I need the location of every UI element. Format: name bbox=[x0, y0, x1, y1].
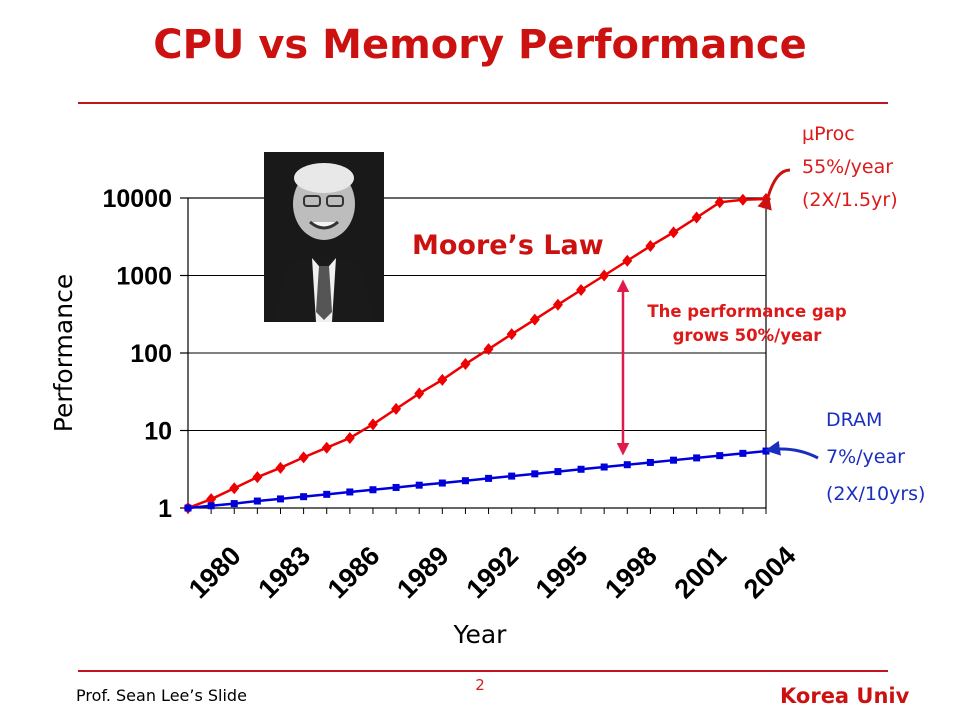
uproc-point bbox=[437, 373, 448, 386]
dram-point bbox=[207, 502, 215, 510]
y-tick-label: 100 bbox=[130, 340, 172, 368]
dram-point bbox=[230, 500, 238, 508]
footer-credit: Prof. Sean Lee’s Slide bbox=[76, 686, 247, 705]
dram-point bbox=[346, 488, 354, 496]
uproc-point bbox=[599, 269, 610, 282]
uproc-name: µProc bbox=[802, 123, 855, 145]
uproc-doubling: (2X/1.5yr) bbox=[802, 189, 898, 211]
dram-point bbox=[415, 481, 423, 489]
dram-point bbox=[369, 486, 377, 494]
bottom-divider bbox=[78, 670, 888, 672]
uproc-point bbox=[460, 358, 471, 371]
dram-point bbox=[670, 456, 678, 464]
uproc-point bbox=[391, 402, 402, 415]
performance-gap-note: The performance gap grows 50%/year bbox=[622, 300, 872, 348]
x-tick-label: 1995 bbox=[530, 541, 594, 605]
dram-point bbox=[577, 465, 585, 473]
uproc-point bbox=[252, 471, 263, 484]
x-tick-label: 2001 bbox=[669, 541, 733, 605]
dram-point bbox=[438, 479, 446, 487]
uproc-point bbox=[298, 451, 309, 464]
uproc-point bbox=[229, 482, 240, 495]
footer-institution: Korea Univ bbox=[780, 684, 910, 708]
x-ticks: 1980 1983 1986 1989 1992 1995 1998 2001 2004 bbox=[183, 508, 802, 604]
uproc-point bbox=[506, 328, 517, 341]
dram-callout: DRAM 7%/year (2X/10yrs) bbox=[826, 402, 925, 513]
dram-point bbox=[461, 477, 469, 485]
uproc-point bbox=[737, 193, 748, 206]
dram-point bbox=[300, 493, 308, 501]
uproc-point bbox=[275, 461, 286, 474]
series-layer bbox=[183, 193, 771, 514]
uproc-rate: 55%/year bbox=[802, 156, 894, 178]
dram-point bbox=[392, 483, 400, 491]
dram-callout-arrow bbox=[765, 440, 819, 460]
uproc-point bbox=[206, 493, 217, 506]
uproc-point bbox=[691, 211, 702, 224]
x-tick-label: 1998 bbox=[599, 541, 663, 605]
uproc-point bbox=[714, 196, 725, 209]
uproc-point bbox=[576, 283, 587, 296]
x-axis-label: Year bbox=[453, 620, 508, 649]
y-axis-label: Performance bbox=[49, 274, 78, 432]
dram-point bbox=[276, 495, 284, 503]
uproc-point bbox=[483, 343, 494, 356]
dram-point bbox=[716, 452, 724, 460]
x-tick-label: 1983 bbox=[252, 541, 316, 605]
dram-point bbox=[554, 468, 562, 476]
slide-title: CPU vs Memory Performance bbox=[153, 22, 807, 68]
dram-point bbox=[508, 472, 516, 480]
dram-rate: 7%/year bbox=[826, 446, 905, 468]
series-line-uproc bbox=[187, 197, 767, 510]
y-ticks: 1 10 100 1000 10000 bbox=[102, 185, 188, 523]
y-tick-label: 1000 bbox=[116, 263, 172, 291]
dram-point bbox=[485, 474, 493, 482]
uproc-point bbox=[622, 254, 633, 267]
dram-point bbox=[253, 497, 261, 505]
gap-note-line2: grows 50%/year bbox=[672, 326, 822, 345]
x-tick-label: 1992 bbox=[460, 541, 524, 605]
series-line-dram bbox=[187, 449, 767, 510]
dram-point bbox=[184, 504, 192, 512]
gordon-moore-portrait bbox=[264, 152, 384, 322]
uproc-point bbox=[552, 298, 563, 311]
uproc-callout-arrow bbox=[757, 168, 791, 211]
dram-point bbox=[623, 461, 631, 469]
x-tick-label: 1986 bbox=[322, 541, 386, 605]
uproc-point bbox=[344, 432, 355, 445]
y-tick-label: 10000 bbox=[102, 185, 172, 213]
dram-name: DRAM bbox=[826, 409, 883, 431]
top-divider bbox=[78, 102, 888, 104]
moores-law-label: Moore’s Law bbox=[412, 230, 604, 261]
uproc-point bbox=[529, 313, 540, 326]
uproc-point bbox=[645, 240, 656, 253]
y-tick-label: 10 bbox=[144, 418, 172, 446]
x-tick-label: 2004 bbox=[738, 541, 802, 605]
uproc-point bbox=[367, 418, 378, 431]
y-tick-label: 1 bbox=[158, 495, 172, 523]
uproc-point bbox=[414, 387, 425, 400]
uproc-callout: µProc 55%/year (2X/1.5yr) bbox=[802, 118, 898, 217]
dram-point bbox=[646, 458, 654, 466]
uproc-point bbox=[668, 226, 679, 239]
dram-point bbox=[600, 463, 608, 471]
page-number: 2 bbox=[475, 676, 485, 694]
dram-point bbox=[739, 449, 747, 457]
x-tick-label: 1980 bbox=[183, 541, 247, 605]
dram-point bbox=[531, 470, 539, 478]
dram-point bbox=[323, 490, 331, 498]
dram-doubling: (2X/10yrs) bbox=[826, 483, 926, 505]
dram-point bbox=[693, 454, 701, 462]
gap-note-line1: The performance gap bbox=[647, 302, 847, 321]
uproc-point bbox=[321, 441, 332, 454]
x-tick-label: 1989 bbox=[391, 541, 455, 605]
